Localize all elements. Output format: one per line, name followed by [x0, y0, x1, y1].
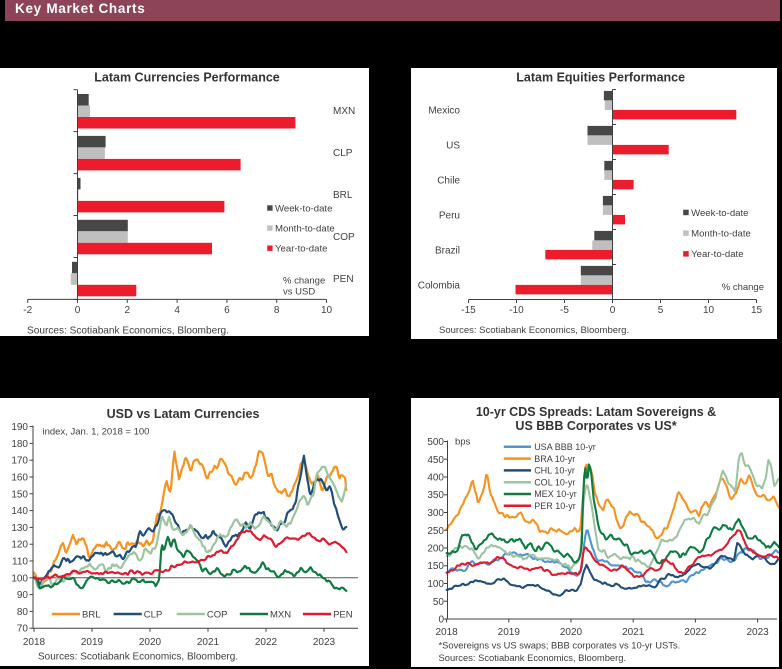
svg-text:170: 170: [11, 456, 28, 467]
svg-text:0: 0: [75, 305, 81, 316]
svg-text:PEN: PEN: [333, 609, 353, 620]
svg-text:Week-to-date: Week-to-date: [691, 208, 748, 219]
svg-text:200: 200: [427, 544, 444, 555]
svg-text:2019: 2019: [498, 627, 521, 638]
svg-text:0: 0: [438, 615, 444, 626]
svg-text:450: 450: [427, 455, 444, 466]
svg-text:250: 250: [427, 526, 444, 537]
svg-text:Sources: Scotiabank Economics,: Sources: Scotiabank Economics, Bloomberg…: [439, 652, 627, 663]
svg-text:bps: bps: [455, 437, 471, 448]
svg-text:6: 6: [224, 305, 230, 316]
svg-text:10: 10: [321, 305, 333, 316]
svg-text:BRA 10-yr: BRA 10-yr: [534, 454, 575, 464]
svg-text:*Sovereigns vs US swaps; BBB c: *Sovereigns vs US swaps; BBB corporates …: [439, 640, 681, 651]
svg-text:Chile: Chile: [437, 175, 460, 186]
svg-text:150: 150: [11, 489, 28, 500]
svg-text:COP: COP: [333, 232, 355, 243]
svg-text:% change: % change: [283, 276, 325, 287]
svg-text:350: 350: [427, 490, 444, 501]
svg-text:140: 140: [11, 506, 28, 517]
svg-text:PEN: PEN: [333, 274, 354, 285]
svg-text:USD vs Latam Currencies: USD vs Latam Currencies: [107, 407, 260, 421]
svg-text:BRL: BRL: [333, 190, 353, 201]
svg-text:Sources: Scotiabank Economics,: Sources: Scotiabank Economics, Bloomberg…: [439, 325, 629, 336]
svg-text:8: 8: [274, 305, 280, 316]
svg-text:300: 300: [427, 508, 444, 519]
svg-text:2020: 2020: [560, 627, 583, 638]
svg-text:100: 100: [427, 579, 444, 590]
svg-text:70: 70: [17, 624, 29, 635]
svg-text:Latam Equities Performance: Latam Equities Performance: [516, 71, 685, 85]
svg-text:Year-to-date: Year-to-date: [275, 244, 327, 255]
svg-text:index, Jan. 1, 2018 = 100: index, Jan. 1, 2018 = 100: [43, 426, 150, 437]
svg-text:120: 120: [11, 540, 28, 551]
svg-text:BRL: BRL: [82, 609, 100, 620]
svg-text:2022: 2022: [255, 637, 278, 648]
svg-text:CLP: CLP: [144, 609, 162, 620]
svg-text:USA BBB 10-yr: USA BBB 10-yr: [534, 442, 596, 452]
svg-text:500: 500: [427, 437, 444, 448]
svg-text:15: 15: [751, 305, 763, 316]
svg-text:2018: 2018: [435, 627, 458, 638]
svg-text:150: 150: [427, 561, 444, 572]
svg-text:% change: % change: [722, 282, 764, 293]
svg-text:160: 160: [11, 473, 28, 484]
svg-text:Mexico: Mexico: [428, 105, 460, 116]
svg-text:130: 130: [11, 523, 28, 534]
svg-text:Month-to-date: Month-to-date: [691, 229, 751, 240]
svg-text:Colombia: Colombia: [418, 280, 461, 291]
svg-text:10-yr CDS Spreads: Latam Sover: 10-yr CDS Spreads: Latam Sovereigns &: [476, 405, 716, 419]
svg-text:Latam Currencies Performance: Latam Currencies Performance: [94, 71, 280, 85]
svg-text:-5: -5: [560, 305, 569, 316]
svg-text:2021: 2021: [622, 627, 645, 638]
svg-text:80: 80: [17, 607, 29, 618]
svg-text:2023: 2023: [313, 637, 336, 648]
svg-text:Year-to-date: Year-to-date: [691, 249, 743, 260]
svg-text:2021: 2021: [197, 637, 220, 648]
svg-text:Week-to-date: Week-to-date: [275, 203, 332, 214]
svg-text:2019: 2019: [81, 637, 104, 648]
svg-text:100: 100: [11, 573, 28, 584]
svg-text:CLP: CLP: [333, 148, 353, 159]
svg-text:PER 10-yr: PER 10-yr: [534, 501, 576, 511]
svg-text:90: 90: [17, 590, 29, 601]
svg-text:-2: -2: [23, 305, 32, 316]
svg-text:COL 10-yr: COL 10-yr: [534, 477, 575, 487]
svg-text:50: 50: [433, 597, 445, 608]
svg-text:Peru: Peru: [439, 210, 460, 221]
svg-text:4: 4: [174, 305, 180, 316]
svg-text:2018: 2018: [23, 637, 46, 648]
svg-text:180: 180: [11, 439, 28, 450]
svg-text:-15: -15: [461, 305, 476, 316]
svg-text:US BBB Corporates vs US*: US BBB Corporates vs US*: [515, 419, 676, 433]
svg-text:MXN: MXN: [333, 106, 355, 117]
svg-text:Sources: Scotiabank Economics,: Sources: Scotiabank Economics, Bloomberg…: [27, 326, 229, 337]
svg-text:400: 400: [427, 473, 444, 484]
svg-text:110: 110: [12, 557, 28, 568]
svg-text:Sources: Scotiabank Economics,: Sources: Scotiabank Economics, Bloomberg…: [38, 652, 238, 663]
svg-text:5: 5: [658, 305, 664, 316]
svg-text:2020: 2020: [139, 637, 162, 648]
svg-text:190: 190: [11, 422, 28, 433]
svg-text:CHL 10-yr: CHL 10-yr: [534, 466, 575, 476]
svg-text:2: 2: [125, 305, 131, 316]
svg-text:vs USD: vs USD: [283, 287, 315, 298]
svg-text:Brazil: Brazil: [435, 245, 460, 256]
svg-text:2023: 2023: [746, 627, 769, 638]
svg-text:-10: -10: [509, 305, 524, 316]
svg-text:0: 0: [610, 305, 616, 316]
svg-text:10: 10: [703, 305, 715, 316]
svg-text:COP: COP: [207, 609, 228, 620]
svg-text:MXN: MXN: [270, 609, 291, 620]
svg-text:Month-to-date: Month-to-date: [275, 224, 335, 235]
svg-text:US: US: [446, 140, 460, 151]
svg-text:2022: 2022: [684, 627, 707, 638]
svg-text:MEX 10-yr: MEX 10-yr: [534, 489, 577, 499]
